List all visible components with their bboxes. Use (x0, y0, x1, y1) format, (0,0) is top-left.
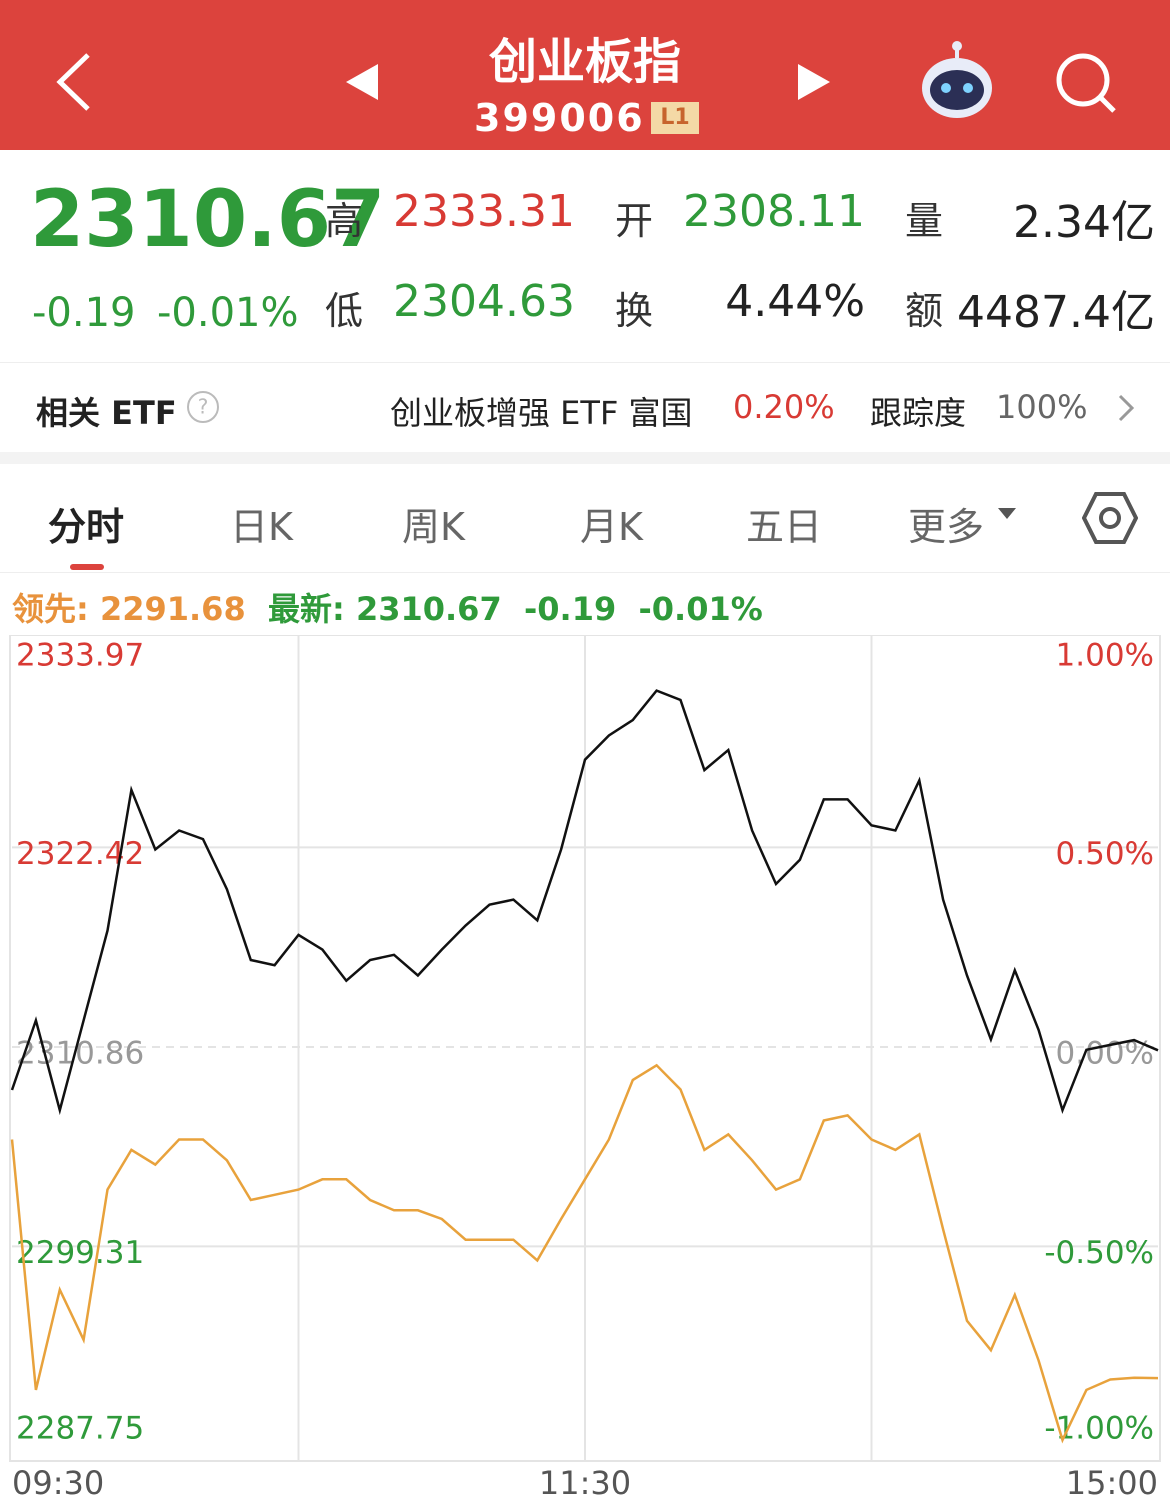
y-tick-label: 2322.42 (16, 836, 144, 872)
divider (0, 572, 1170, 573)
latest-value: 2310.67 (355, 590, 502, 628)
field-label: 额 (905, 289, 944, 333)
lead-value: 2291.68 (99, 590, 246, 628)
field-label: 量 (905, 199, 944, 243)
lead-legend: 领先: 2291.68 (12, 584, 246, 630)
tab[interactable]: 月K (580, 505, 643, 549)
latest-pct: -0.01% (638, 590, 763, 628)
header-icons (56, 41, 1116, 118)
field-value: 2333.31 (393, 186, 575, 237)
y-tick-label: 2310.86 (16, 1036, 144, 1072)
divider (0, 362, 1170, 363)
settings-icon[interactable] (1082, 490, 1138, 546)
field-value: 2.34亿 (1013, 197, 1155, 248)
svg-text:?: ? (198, 395, 209, 419)
tab[interactable]: 五日 (746, 505, 823, 549)
field-value: 4487.4亿 (957, 287, 1155, 338)
header: 创业板指 399006 L1 (0, 0, 1170, 150)
x-tick-label: 11:30 (539, 1464, 631, 1502)
field-label: 开 (615, 199, 654, 243)
y2-tick-label: 0.50% (1056, 836, 1154, 872)
change-pct: -0.01% (157, 290, 299, 336)
field-value: 2308.11 (683, 186, 865, 237)
price-line (10, 689, 1159, 1116)
back-button[interactable] (56, 53, 90, 111)
y2-tick-label: -0.50% (1044, 1235, 1154, 1271)
level-badge: L1 (651, 102, 699, 134)
change: -0.19 (32, 290, 136, 336)
tracking-label: 跟踪度 (870, 394, 967, 432)
etf-name[interactable]: 创业板增强 ETF 富国 (390, 394, 693, 432)
price-line (10, 1063, 1159, 1444)
field-label: 低 (325, 289, 364, 333)
y2-tick-label: 1.00% (1056, 638, 1154, 674)
robot-icon[interactable] (922, 41, 992, 118)
y2-tick-label: -1.00% (1044, 1411, 1154, 1447)
field-label: 高 (325, 199, 364, 243)
code: 399006 (474, 96, 645, 140)
tracking: 100% (996, 388, 1088, 426)
prev-button[interactable] (346, 64, 378, 100)
etf-arrow[interactable] (1115, 392, 1137, 424)
more-caret[interactable] (998, 508, 1016, 519)
y-tick-label: 2333.97 (16, 638, 144, 674)
x-tick-label: 15:00 (1066, 1464, 1158, 1502)
price: 2310.67 (30, 175, 386, 265)
tab[interactable]: 分时 (48, 505, 125, 549)
tab[interactable]: 周K (402, 505, 465, 549)
gap (0, 452, 1170, 464)
next-button[interactable] (798, 64, 830, 100)
search-icon[interactable] (1056, 53, 1116, 113)
tab[interactable]: 更多 (908, 505, 985, 549)
title: 创业板指 (488, 34, 681, 90)
y-tick-label: 2299.31 (16, 1235, 144, 1271)
chart: 09:30 11:30 15:00 2333.97 2322.42 2310.86 2299… (9, 635, 1161, 1502)
help-icon[interactable]: ? (186, 390, 220, 424)
lead-label: 领先: (12, 590, 89, 628)
latest-legend: 最新: 2310.67 -0.19 -0.01% (268, 584, 763, 630)
tab-indicator (70, 564, 104, 570)
latest-change: -0.19 (523, 590, 617, 628)
field-label: 换 (615, 289, 654, 333)
y-tick-label: 2287.75 (16, 1411, 144, 1447)
field-value: 4.44% (725, 276, 865, 327)
y2-tick-label: 0.00% (1056, 1036, 1154, 1072)
latest-label: 最新: (268, 590, 345, 628)
x-tick-label: 09:30 (12, 1464, 104, 1502)
etf-label: 相关 ETF (36, 394, 177, 432)
field-value: 2304.63 (393, 276, 575, 327)
tab[interactable]: 日K (230, 505, 293, 549)
etf-change: 0.20% (733, 388, 835, 426)
